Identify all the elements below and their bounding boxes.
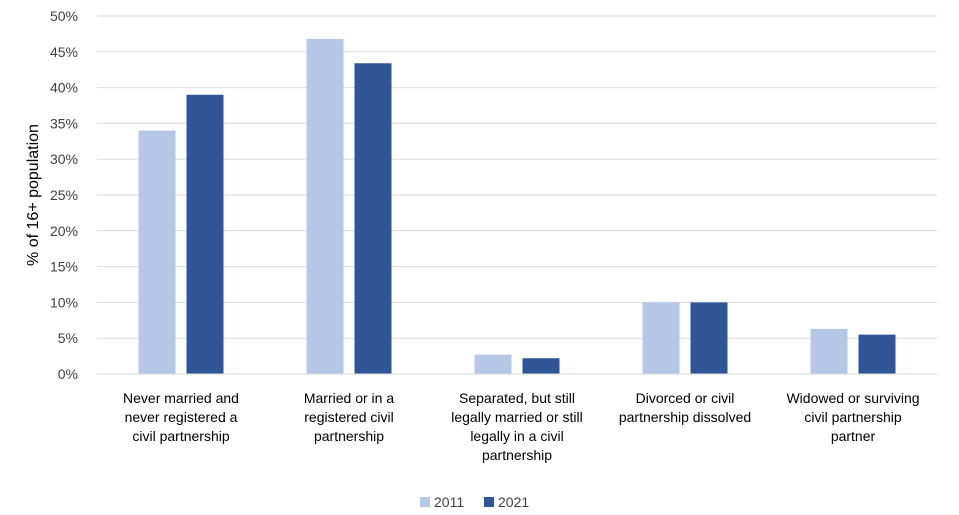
y-axis-title: % of 16+ population — [25, 124, 42, 266]
legend-swatch-2011 — [420, 497, 430, 507]
y-tick-label: 35% — [50, 115, 78, 131]
legend-label-2011: 2011 — [434, 494, 464, 510]
bar-2011 — [138, 130, 176, 374]
category-label-line: Widowed or surviving — [786, 390, 919, 406]
category-labels: Never married and never registered a civil… — [123, 390, 920, 463]
category-label-line: partnership — [314, 428, 384, 444]
category-label-line: Separated, but still — [459, 390, 575, 406]
y-tick-label: 10% — [50, 294, 78, 310]
bar-2011 — [306, 38, 344, 375]
bars — [138, 38, 896, 375]
y-tick-label: 40% — [50, 80, 78, 96]
category-label: Married or in a registered civil partnersh… — [304, 390, 394, 444]
bar-2011 — [642, 302, 680, 374]
category-label-line: legally in a civil — [470, 428, 563, 444]
gridlines — [97, 15, 937, 339]
category-label-line: never registered a — [125, 409, 238, 425]
bar-2021 — [690, 302, 728, 374]
category-label: Separated, but still legally married or s… — [451, 390, 582, 463]
y-axis-tick-labels: 0% 5% 10% 15% 20% 25% 30% 35% 40% 45% 50% — [50, 8, 78, 382]
category-label-line: partnership — [482, 447, 552, 463]
category-label: Widowed or surviving civil partnership par… — [786, 390, 919, 444]
category-label-line: civil partnership — [804, 409, 901, 425]
bar-2011 — [474, 354, 512, 374]
category-label: Never married and never registered a civil… — [123, 390, 239, 444]
y-tick-label: 0% — [58, 366, 78, 382]
category-label-line: partner — [831, 428, 876, 444]
category-label-line: Married or in a — [304, 390, 394, 406]
category-label: Divorced or civil partnership dissolved — [619, 390, 751, 425]
y-tick-label: 25% — [50, 187, 78, 203]
bar-2021 — [186, 94, 224, 374]
category-label-line: civil partnership — [132, 428, 229, 444]
legend-swatch-2021 — [484, 497, 494, 507]
category-label-line: Divorced or civil — [636, 390, 735, 406]
y-tick-label: 5% — [58, 330, 78, 346]
bar-2021 — [354, 63, 392, 374]
legend: 2011 2021 — [420, 494, 529, 510]
y-tick-label: 45% — [50, 44, 78, 60]
y-tick-label: 15% — [50, 259, 78, 275]
bar-2021 — [858, 334, 896, 374]
category-label-line: Never married and — [123, 390, 239, 406]
category-label-line: partnership dissolved — [619, 409, 751, 425]
category-label-line: registered civil — [304, 409, 393, 425]
bar-2021 — [522, 358, 560, 374]
y-tick-label: 30% — [50, 151, 78, 167]
y-tick-label: 20% — [50, 223, 78, 239]
category-label-line: legally married or still — [451, 409, 582, 425]
bar-2011 — [810, 328, 848, 374]
legend-label-2021: 2021 — [498, 494, 529, 510]
y-tick-label: 50% — [50, 8, 78, 24]
